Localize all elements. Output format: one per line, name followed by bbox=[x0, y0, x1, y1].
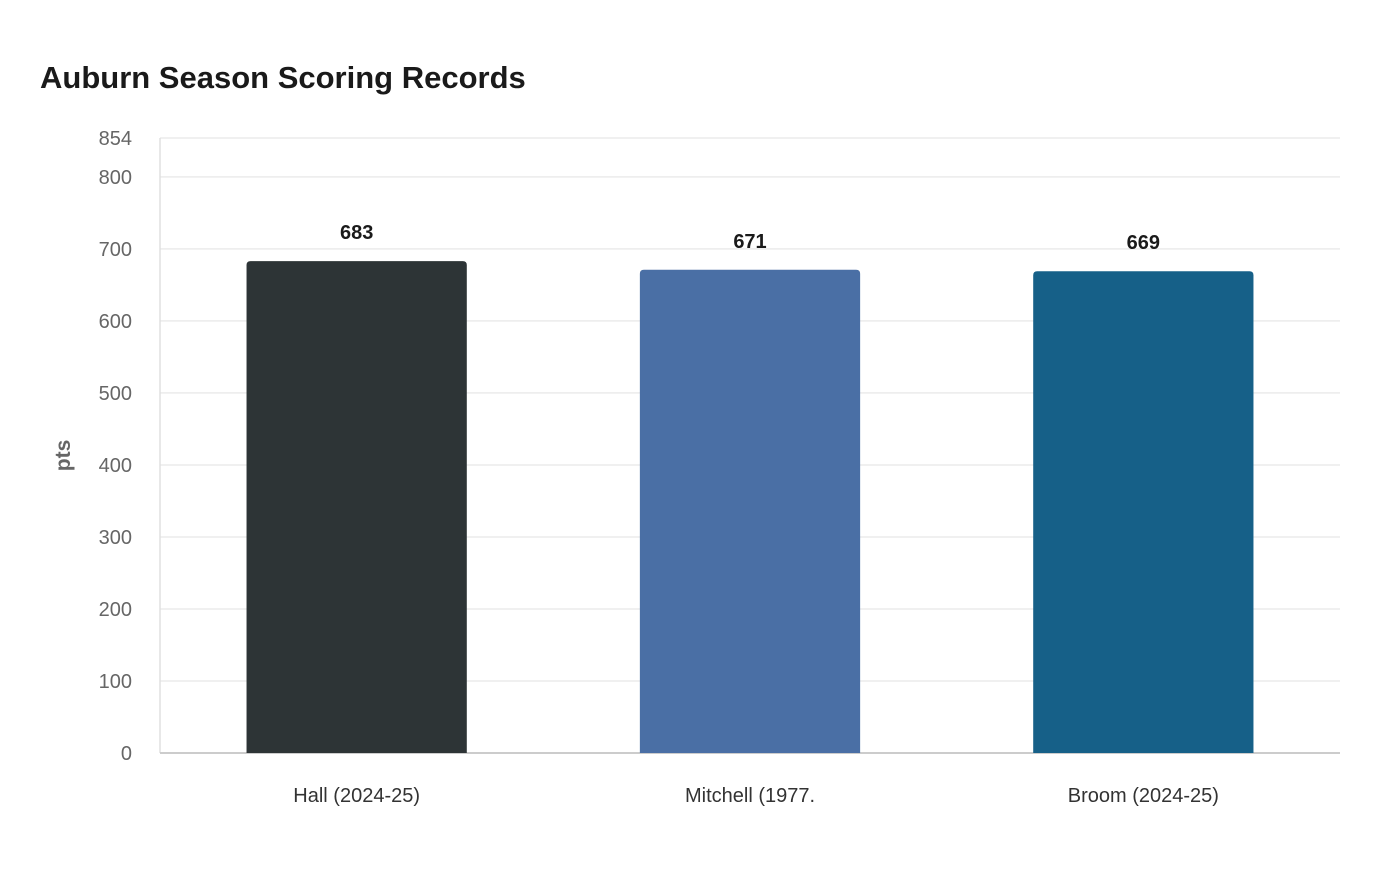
x-tick-labels: Hall (2024-25) Mitchell (1977. Broom (2024… bbox=[293, 785, 1219, 807]
chart-title: Auburn Season Scoring Records bbox=[40, 60, 526, 95]
y-tick-label: 0 bbox=[121, 743, 132, 765]
value-labels: 683 671 669 bbox=[340, 222, 1160, 254]
y-tick-label: 300 bbox=[99, 527, 132, 549]
bar bbox=[246, 261, 467, 753]
x-tick-label: Hall (2024-25) bbox=[293, 785, 420, 807]
y-tick-label: 200 bbox=[99, 599, 132, 621]
value-label: 671 bbox=[733, 231, 766, 253]
value-label: 669 bbox=[1127, 232, 1160, 254]
y-tick-label: 500 bbox=[99, 383, 132, 405]
y-tick-label: 854 bbox=[99, 128, 132, 150]
x-tick-label: Broom (2024-25) bbox=[1068, 785, 1219, 807]
y-tick-label: 600 bbox=[99, 311, 132, 333]
bars bbox=[246, 261, 1254, 753]
y-tick-label: 800 bbox=[99, 167, 132, 189]
bar bbox=[1033, 271, 1254, 753]
y-axis-title: pts bbox=[52, 440, 75, 472]
value-label: 683 bbox=[340, 222, 373, 244]
x-tick-label: Mitchell (1977. bbox=[685, 785, 815, 807]
y-tick-labels: 0 100 200 300 400 500 600 700 800 854 bbox=[99, 128, 132, 765]
y-tick-label: 100 bbox=[99, 671, 132, 693]
y-tick-label: 700 bbox=[99, 239, 132, 261]
bar bbox=[639, 269, 861, 753]
y-tick-label: 400 bbox=[99, 455, 132, 477]
